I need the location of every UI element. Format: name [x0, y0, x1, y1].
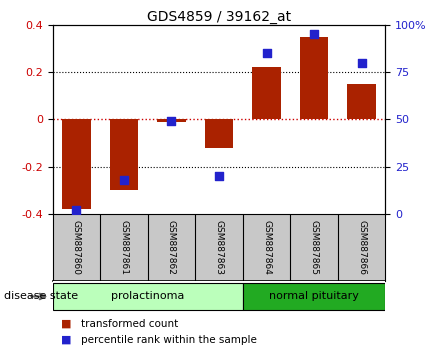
Bar	[53, 283, 243, 310]
Text: ■: ■	[61, 319, 72, 329]
Bar	[300, 36, 328, 119]
Text: normal pituitary: normal pituitary	[269, 291, 359, 302]
Point	[120, 177, 127, 183]
Text: transformed count: transformed count	[81, 319, 178, 329]
Point	[168, 119, 175, 124]
Text: GSM887863: GSM887863	[215, 219, 223, 275]
Bar	[110, 119, 138, 190]
Text: percentile rank within the sample: percentile rank within the sample	[81, 335, 257, 345]
Point	[215, 173, 223, 179]
Point	[73, 207, 80, 213]
Bar	[243, 283, 385, 310]
Point	[311, 32, 318, 37]
Bar	[205, 119, 233, 148]
Bar	[157, 119, 186, 122]
Text: GSM887862: GSM887862	[167, 219, 176, 274]
Point	[358, 60, 365, 65]
Text: GSM887865: GSM887865	[310, 219, 318, 275]
Title: GDS4859 / 39162_at: GDS4859 / 39162_at	[147, 10, 291, 24]
Text: prolactinoma: prolactinoma	[111, 291, 184, 302]
Text: GSM887860: GSM887860	[72, 219, 81, 275]
Text: ■: ■	[61, 335, 72, 345]
Bar	[347, 84, 376, 119]
Text: GSM887864: GSM887864	[262, 219, 271, 274]
Text: disease state: disease state	[4, 291, 78, 302]
Text: GSM887866: GSM887866	[357, 219, 366, 275]
Point	[263, 50, 270, 56]
Bar	[252, 67, 281, 119]
Text: GSM887861: GSM887861	[120, 219, 128, 275]
Bar	[62, 119, 91, 210]
